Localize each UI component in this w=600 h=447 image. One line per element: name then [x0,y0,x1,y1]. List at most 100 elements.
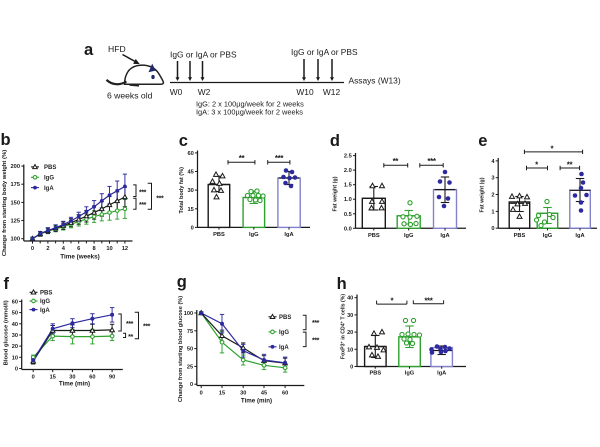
svg-text:IgG: 2 x 100µg/week for 2 week: IgG: 2 x 100µg/week for 2 weeks [196,100,304,109]
svg-text:50: 50 [187,347,193,353]
svg-text:2.0: 2.0 [344,168,352,174]
svg-text:PBS: PBS [44,165,56,171]
svg-text:c: c [179,132,188,150]
svg-text:Time (weeks): Time (weeks) [60,254,99,261]
svg-text:60: 60 [12,299,18,305]
svg-text:**: ** [393,157,400,166]
svg-text:*: * [391,297,395,306]
svg-text:45: 45 [261,391,267,397]
svg-text:Time (min): Time (min) [241,398,272,405]
svg-text:10: 10 [347,347,353,353]
svg-text:***: *** [427,157,436,166]
svg-text:***: *** [143,324,151,331]
svg-text:0: 0 [15,367,18,373]
svg-text:30: 30 [240,391,246,397]
svg-text:IgA: IgA [44,186,54,192]
svg-text:6: 6 [77,246,80,252]
svg-text:Change from starting blood gl: Change from starting blood glucose (%) [178,296,184,402]
svg-text:30: 30 [69,375,75,381]
svg-text:IgG: IgG [543,233,553,239]
svg-text:*: * [535,161,539,170]
svg-text:30: 30 [347,313,353,319]
svg-text:HFD: HFD [108,44,126,54]
svg-text:Total body fat (%): Total body fat (%) [179,167,185,214]
svg-text:0.0: 0.0 [344,226,352,232]
svg-text:4: 4 [62,246,66,252]
svg-text:8: 8 [93,246,96,252]
svg-text:0: 0 [200,391,203,397]
svg-text:IgA: IgA [279,345,289,351]
svg-text:30: 30 [12,333,18,339]
svg-text:1.0: 1.0 [344,197,352,203]
svg-text:100: 100 [184,311,193,317]
svg-text:IgG: IgG [279,330,289,336]
svg-text:**: ** [567,161,574,170]
svg-text:b: b [1,131,11,149]
svg-text:**: ** [128,334,133,341]
svg-text:***: *** [312,337,320,344]
svg-text:PBS: PBS [514,233,526,239]
svg-text:***: *** [312,320,320,327]
svg-text:IgG: IgG [404,233,414,239]
svg-text:2: 2 [46,246,49,252]
svg-text:IgA: IgA [437,371,446,377]
svg-text:Time (min): Time (min) [59,381,90,388]
svg-text:0: 0 [350,365,353,371]
svg-text:***: *** [139,202,147,209]
svg-text:***: *** [139,189,147,196]
svg-text:30: 30 [187,188,193,194]
svg-text:W0: W0 [170,87,183,97]
svg-text:20: 20 [12,344,18,350]
svg-text:PBS: PBS [40,291,52,297]
svg-text:2.5: 2.5 [344,154,352,160]
svg-text:12: 12 [122,246,128,252]
svg-text:125: 125 [11,219,21,225]
svg-text:15: 15 [187,207,193,213]
svg-text:PBS: PBS [279,315,291,321]
svg-text:IgG: IgG [405,371,415,377]
svg-text:***: *** [275,154,284,163]
svg-text:PBS: PBS [368,233,380,239]
svg-text:PBS: PBS [369,371,381,377]
svg-text:0: 0 [32,375,35,381]
svg-text:IgA: IgA [575,233,584,239]
svg-text:e: e [478,132,487,150]
svg-text:d: d [330,132,340,150]
svg-text:**: ** [239,154,246,163]
svg-text:h: h [337,275,347,293]
svg-text:40: 40 [12,322,18,328]
svg-text:10: 10 [12,355,18,361]
svg-text:0.5: 0.5 [344,212,352,218]
svg-text:Change from starting body weig: Change from starting body weight (%) [2,150,8,256]
svg-text:150: 150 [11,200,21,206]
svg-text:60: 60 [282,391,288,397]
svg-text:Fat weight (g): Fat weight (g) [480,177,486,212]
svg-text:Assays (W13): Assays (W13) [349,76,401,86]
svg-text:W12: W12 [323,87,341,97]
svg-text:***: *** [156,195,164,202]
svg-text:a: a [84,41,94,59]
svg-text:3: 3 [491,176,494,182]
svg-text:IgG: IgG [40,299,50,305]
svg-text:0: 0 [190,382,193,388]
svg-text:0: 0 [491,226,494,232]
svg-text:1.5: 1.5 [344,183,352,189]
svg-text:IgG or IgA or PBS: IgG or IgA or PBS [170,50,237,60]
svg-text:IgA: 3 x 100µg/week for 2 week: IgA: 3 x 100µg/week for 2 weeks [196,108,303,117]
svg-text:IgG or IgA or PBS: IgG or IgA or PBS [291,47,358,57]
svg-text:IgA: IgA [284,232,293,238]
svg-text:W10: W10 [296,87,314,97]
svg-text:90: 90 [109,375,115,381]
svg-text:***: *** [126,321,134,328]
svg-text:20: 20 [347,330,353,336]
svg-text:Fat weight (g): Fat weight (g) [333,176,339,211]
svg-text:IgA: IgA [40,308,50,314]
svg-text:W2: W2 [198,87,211,97]
svg-text:4: 4 [491,159,495,165]
svg-text:***: *** [424,296,433,305]
svg-text:*: * [551,145,555,154]
svg-text:15: 15 [50,375,56,381]
svg-text:IgA: IgA [440,233,449,239]
svg-text:2: 2 [491,193,494,199]
svg-text:60: 60 [187,151,193,157]
